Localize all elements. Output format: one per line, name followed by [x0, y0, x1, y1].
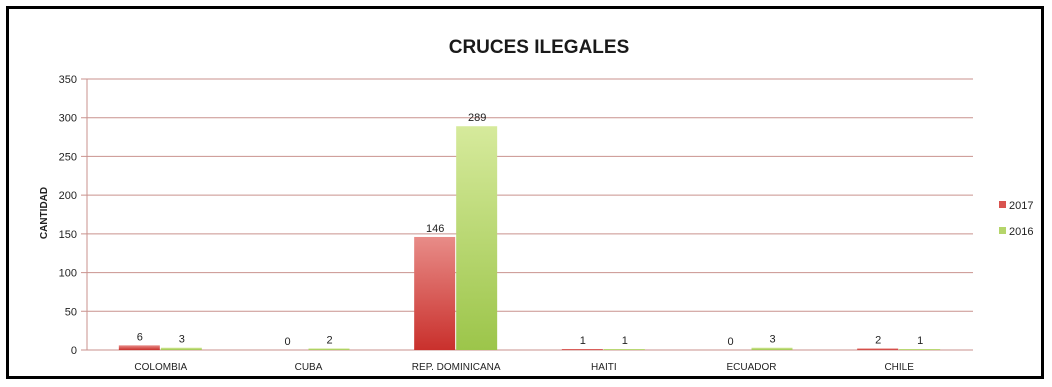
y-tick-label: 350: [59, 74, 77, 86]
data-label: 1: [580, 335, 586, 347]
legend-label: 2016: [1009, 226, 1033, 238]
data-label: 3: [179, 334, 185, 346]
y-tick-label: 0: [71, 345, 77, 357]
bars-layer: [118, 126, 941, 350]
x-category-label: REP. DOMINICANA: [412, 362, 501, 373]
labels-layer: COLOMBIA 6 3 CUBA 0 2 REP. DOMINICANA 146 289 HAI…: [134, 112, 923, 373]
data-label: 1: [917, 335, 923, 347]
y-tick-label: 250: [59, 151, 77, 163]
bar-2017-chile: [857, 348, 899, 350]
bar-2017-colombia: [118, 345, 160, 350]
y-tick-label: 200: [59, 190, 77, 202]
x-category-label: CUBA: [295, 362, 323, 373]
legend-swatch-2017: [999, 201, 1006, 208]
legend-label: 2017: [1009, 200, 1033, 212]
bar-2017-rep-dominicana: [414, 236, 456, 350]
x-category-label: COLOMBIA: [134, 362, 187, 373]
data-label: 2: [326, 334, 332, 346]
data-label: 2: [875, 334, 881, 346]
bar-2017-haiti: [561, 349, 603, 350]
bar-2016-ecuador: [751, 347, 793, 350]
data-label: 1: [622, 335, 628, 347]
legend-swatch-2016: [999, 227, 1006, 234]
x-category-label: ECUADOR: [726, 362, 776, 373]
y-tick-label: 150: [59, 229, 77, 241]
x-category-label: HAITI: [591, 362, 617, 373]
y-axis-label: CANTIDAD: [39, 187, 50, 239]
bar-2016-chile: [899, 349, 941, 350]
data-label: 146: [426, 223, 444, 235]
y-tick-label: 300: [59, 113, 77, 125]
data-label: 0: [284, 336, 290, 348]
bar-2016-cuba: [308, 348, 350, 350]
bar-2016-colombia: [160, 347, 202, 350]
legend: 2017 2016: [999, 200, 1033, 238]
chart-svg: CRUCES ILEGALES CANTIDAD 050100150200250…: [39, 37, 1033, 373]
bar-2016-rep-dominicana: [456, 126, 498, 350]
data-label: 6: [137, 331, 143, 343]
data-label: 0: [727, 336, 733, 348]
y-tick-label: 100: [59, 268, 77, 280]
y-tick-label: 50: [65, 306, 77, 318]
data-label: 3: [769, 334, 775, 346]
data-label: 289: [468, 112, 486, 124]
bar-2016-haiti: [603, 349, 645, 350]
chart-frame: CRUCES ILEGALES CANTIDAD 0 50 100 150 200 250…: [6, 6, 1044, 379]
chart-title: CRUCES ILEGALES: [449, 37, 630, 58]
x-category-label: CHILE: [884, 362, 914, 373]
